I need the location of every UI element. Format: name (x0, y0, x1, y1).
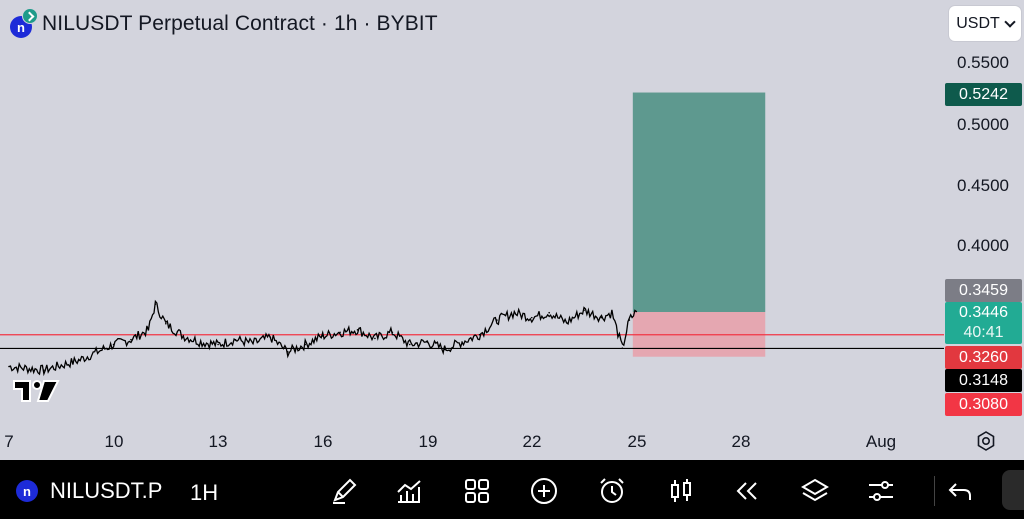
price-point (583, 309, 585, 312)
toolbar-symbol-label: NILUSDT.P (50, 478, 163, 503)
price-point (154, 303, 157, 305)
price-point (165, 322, 167, 325)
last-price-label: 0.3446 40:41 (945, 302, 1022, 344)
price-series-line (8, 299, 637, 377)
price-tick: 0.5000 (957, 115, 1009, 134)
prev-close-label: 0.3459 (945, 279, 1022, 302)
date-tick: Aug (865, 432, 897, 451)
price-point (496, 319, 498, 321)
symbol-logo-icon: n (16, 480, 38, 502)
price-point (530, 316, 533, 319)
price-point (43, 369, 45, 371)
target-zone (632, 92, 766, 312)
chart-area[interactable] (0, 0, 1024, 460)
date-tick: 7 (4, 432, 14, 451)
price-chart[interactable] (0, 0, 1024, 460)
price-point (77, 359, 80, 362)
date-tick: 22 (522, 432, 542, 451)
price-point (565, 321, 568, 324)
price-point (234, 338, 237, 341)
price-point (391, 331, 394, 334)
candles-icon[interactable] (666, 476, 696, 506)
currency-selector[interactable]: USDT (949, 6, 1021, 41)
price-tick: 0.4500 (957, 176, 1009, 195)
symbol-logo-letter: n (23, 483, 31, 499)
price-point (611, 311, 613, 314)
chart-header: n NILUSDT Perpetual Contract · 1h · BYBI… (10, 8, 438, 38)
price-point (339, 331, 341, 334)
price-tick: 0.5500 (957, 53, 1009, 72)
stop-price-label: 0.3080 (945, 393, 1022, 416)
exchange-badge-icon (22, 8, 38, 24)
date-tick: 10 (104, 432, 124, 451)
symbol-logo-icon: n (10, 8, 38, 38)
price-point (443, 348, 446, 351)
price-point (426, 341, 429, 343)
price-point (513, 311, 516, 314)
price-point (408, 343, 411, 346)
black-level-label: 0.3148 (945, 369, 1022, 392)
price-point (478, 333, 481, 336)
date-tick: 25 (627, 432, 647, 451)
chart-title[interactable]: NILUSDT Perpetual Contract · 1h · BYBIT (42, 12, 438, 35)
currency-label: USDT (956, 14, 1000, 32)
price-point (182, 335, 185, 337)
settings-sliders-icon[interactable] (866, 476, 896, 506)
price-point (461, 341, 463, 343)
layout-grid-icon[interactable] (462, 476, 492, 506)
settings-gear-icon[interactable] (976, 431, 996, 451)
symbol-logo-letter: n (17, 19, 25, 35)
layers-icon[interactable] (800, 476, 830, 506)
price-point (112, 343, 115, 346)
toolbar-overflow-handle[interactable] (1002, 470, 1024, 510)
chevron-down-icon (1004, 15, 1016, 28)
price-point (269, 336, 272, 338)
undo-icon[interactable] (946, 476, 976, 506)
indicators-icon[interactable] (394, 476, 424, 506)
date-tick: 16 (313, 432, 333, 451)
price-point (8, 365, 10, 368)
price-point (199, 341, 202, 343)
date-tick: 28 (731, 432, 751, 451)
bottom-toolbar: n NILUSDT.P 1H (0, 460, 1024, 519)
timeframe-selector[interactable]: 1H (190, 480, 219, 505)
price-point (252, 342, 254, 345)
tradingview-logo-icon (13, 380, 60, 402)
price-point (374, 337, 376, 340)
target-price-label: 0.5242 (945, 83, 1022, 106)
alarm-clock-icon[interactable] (597, 476, 627, 506)
red-level-label: 0.3260 (945, 346, 1022, 369)
price-point (600, 316, 603, 319)
toolbar-divider (934, 476, 935, 506)
price-point (628, 319, 631, 321)
price-point (217, 343, 219, 346)
pen-drawing-icon[interactable] (329, 476, 359, 506)
symbol-selector[interactable]: n NILUSDT.P (16, 478, 162, 504)
last-price-value: 0.3446 (959, 304, 1008, 321)
bar-countdown: 40:41 (963, 324, 1004, 341)
price-point (147, 329, 150, 331)
price-point (130, 338, 132, 341)
price-point (548, 311, 550, 314)
price-point (635, 310, 638, 313)
price-point (304, 343, 307, 346)
date-tick: 13 (208, 432, 228, 451)
price-point (621, 347, 624, 349)
price-point (321, 335, 324, 337)
price-point (287, 351, 289, 353)
add-plus-icon[interactable] (529, 476, 559, 506)
date-tick: 19 (418, 432, 438, 451)
price-tick: 0.4000 (957, 236, 1009, 255)
price-point (356, 329, 359, 331)
replay-rewind-icon[interactable] (732, 476, 762, 506)
